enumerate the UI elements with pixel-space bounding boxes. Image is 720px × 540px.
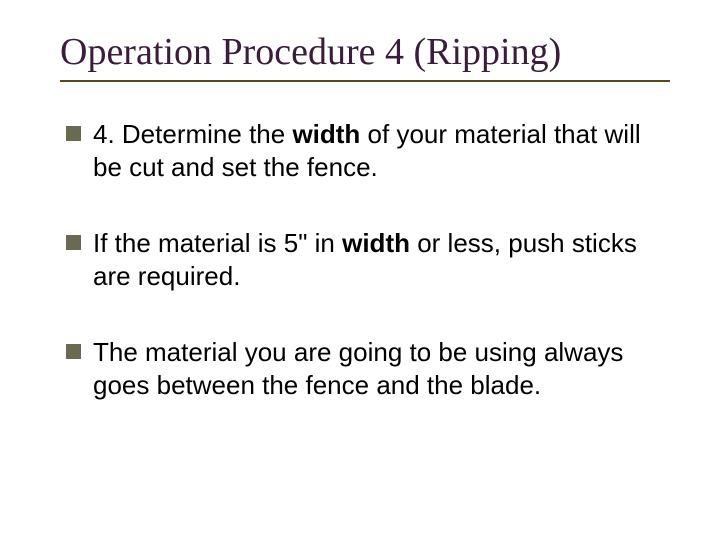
slide-title: Operation Procedure 4 (Ripping) bbox=[60, 30, 670, 74]
bullet-pre: 4. Determine the bbox=[93, 119, 292, 149]
bullet-text: The material you are going to be using a… bbox=[93, 336, 670, 401]
square-bullet-icon bbox=[66, 126, 81, 141]
bullet-bold: width bbox=[342, 228, 410, 258]
title-underline bbox=[60, 80, 670, 82]
slide-container: Operation Procedure 4 (Ripping) 4. Deter… bbox=[0, 0, 720, 540]
bullet-bold: width bbox=[292, 119, 360, 149]
bullet-item: 4. Determine the width of your material … bbox=[66, 118, 670, 183]
square-bullet-icon bbox=[66, 235, 81, 250]
bullet-item: If the material is 5" in width or less, … bbox=[66, 227, 670, 292]
bullet-item: The material you are going to be using a… bbox=[66, 336, 670, 401]
bullet-pre: If the material is 5" in bbox=[93, 228, 342, 258]
bullet-pre: The material you are going to be using a… bbox=[93, 337, 623, 400]
square-bullet-icon bbox=[66, 344, 81, 359]
bullet-text: If the material is 5" in width or less, … bbox=[93, 227, 670, 292]
bullet-list: 4. Determine the width of your material … bbox=[60, 118, 670, 401]
bullet-text: 4. Determine the width of your material … bbox=[93, 118, 670, 183]
